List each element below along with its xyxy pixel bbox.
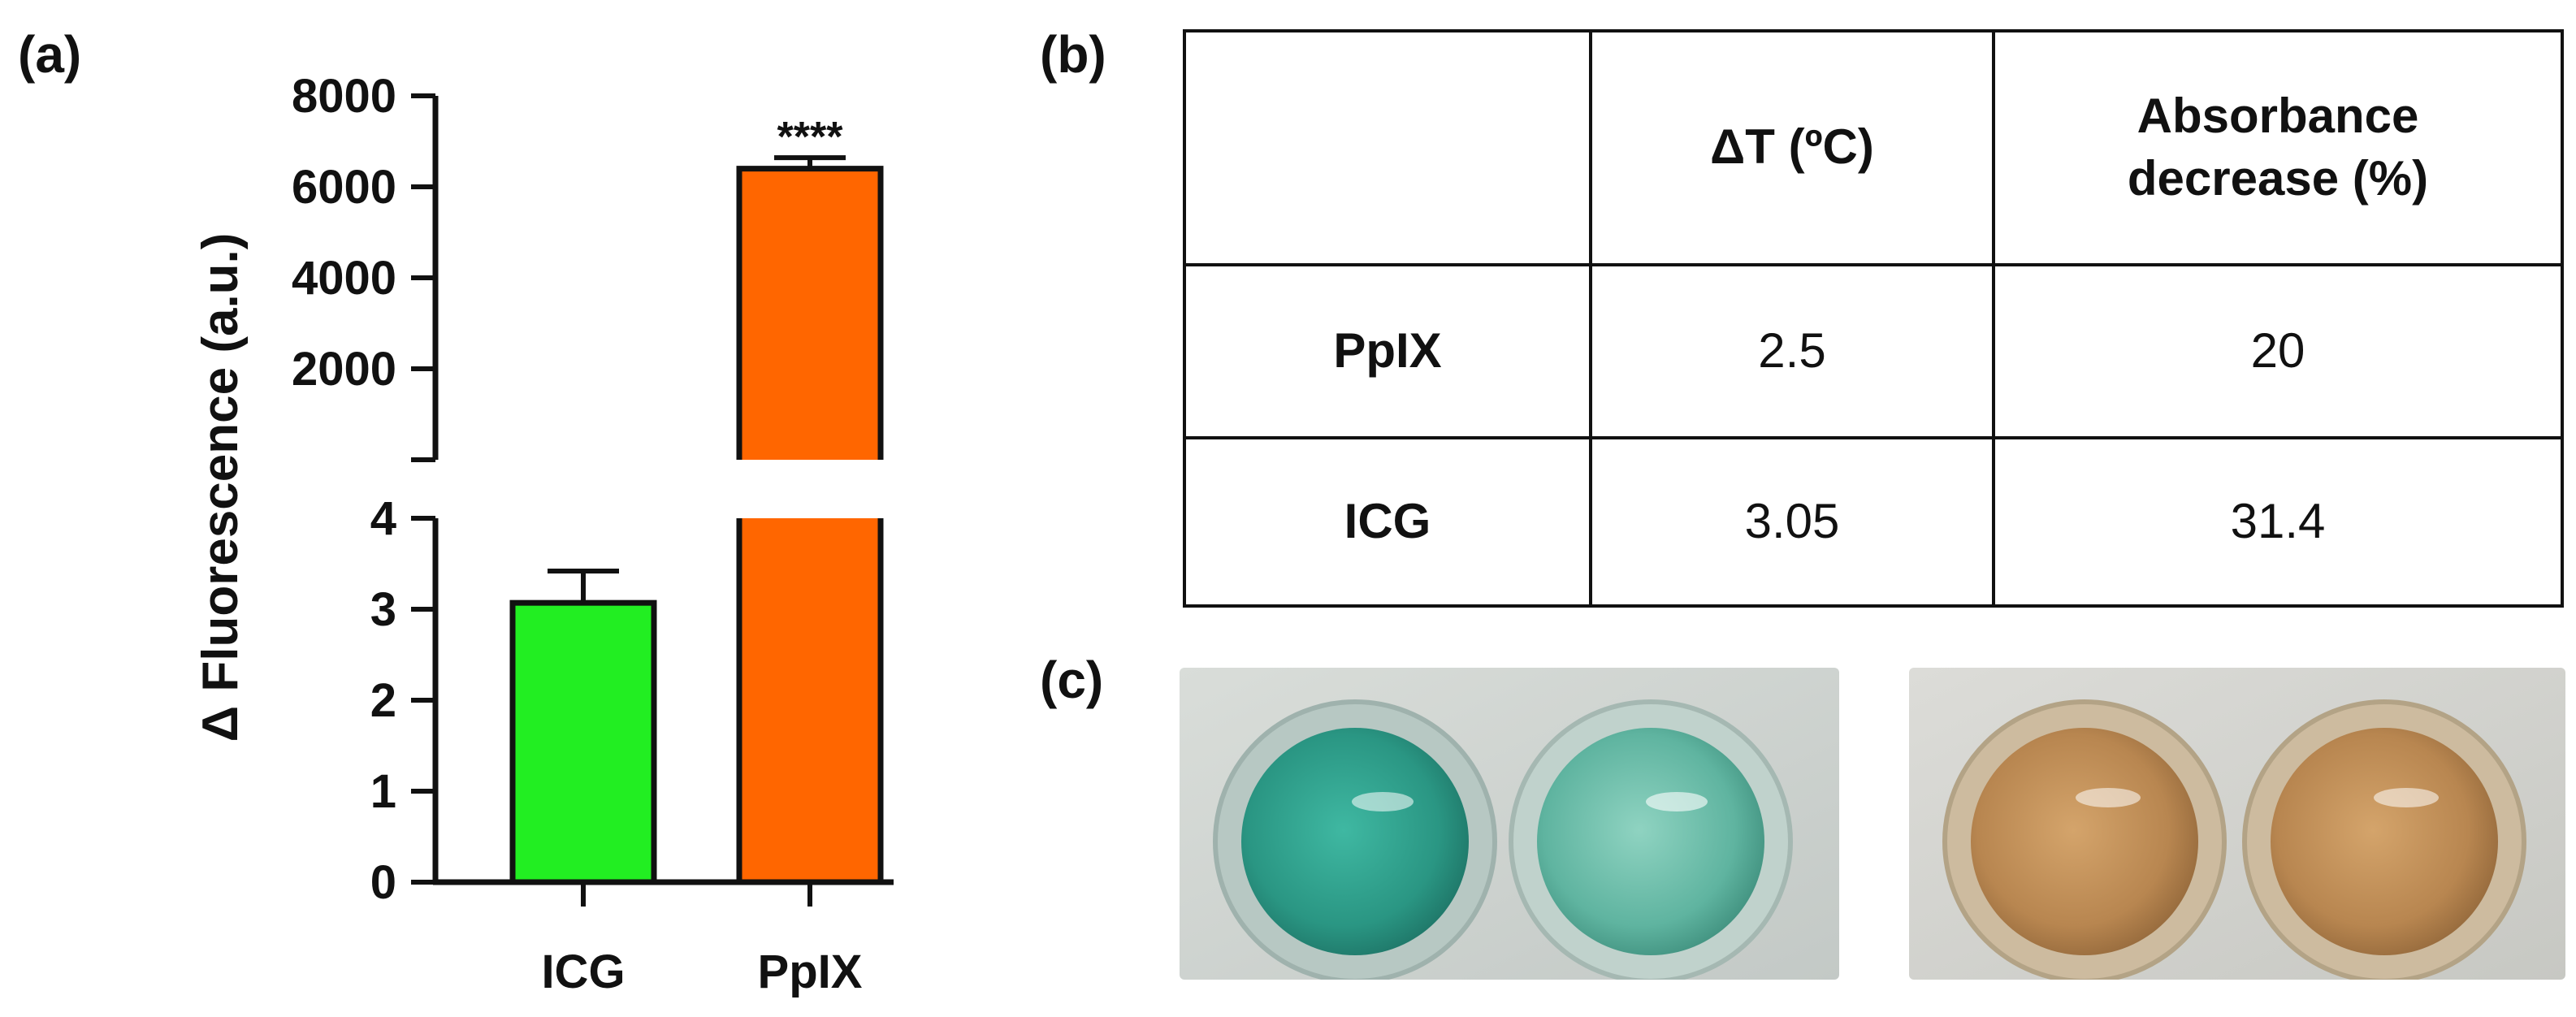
y-tick-label: 4000 [292,252,396,305]
y-tick-label: 4 [370,492,396,545]
table-header-corner [1183,29,1592,266]
table-row: ICG 3.05 31.4 [1183,435,2564,608]
y-tick-label: 1 [370,765,396,818]
x-tick-label: ICG [541,946,625,998]
bar-icg [509,599,657,885]
wells-orange-icon [1909,668,2565,980]
table-cell-absorbance: 31.4 [1992,435,2564,608]
y-tick-label: 8000 [292,70,396,123]
panel-label-c: (c) [1040,651,1104,709]
panel-label-b: (b) [1040,25,1106,84]
y-tick-label: 0 [370,856,396,909]
fluorescence-bar-chart: **** 0 1 2 3 4 2000 4000 6000 8000 ICG PpIX Δ Fluore… [193,70,894,998]
table-cell-delta-t: 3.05 [1589,435,1995,608]
y-tick-label: 2000 [292,343,396,396]
panel-label-a: (a) [18,25,82,84]
table-cell-delta-t: 2.5 [1589,262,1995,439]
table-row-label: ICG [1183,435,1592,608]
y-tick-label: 3 [370,583,396,636]
table-header-row: ΔT (ºC) Absorbance decrease (%) [1183,29,2564,266]
photo-ppix-wells [1909,668,2565,980]
bar-ppix-lower [739,518,881,882]
table-header-delta-t: ΔT (ºC) [1589,29,1995,266]
photo-icg-wells [1180,668,1839,980]
table-header-absorbance-text: Absorbance decrease (%) [2127,89,2429,206]
y-tick-label: 6000 [292,161,396,214]
y-axis-label: Δ Fluorescence (a.u.) [193,233,249,742]
bar-ppix-upper [739,168,881,460]
significance-label: **** [777,114,844,161]
table-row-label: PpIX [1183,262,1592,439]
results-table: ΔT (ºC) Absorbance decrease (%) PpIX 2.5… [1183,29,2564,608]
x-tick-label: PpIX [758,946,863,998]
table-cell-absorbance: 20 [1992,262,2564,439]
results-table-container: ΔT (ºC) Absorbance decrease (%) PpIX 2.5… [1183,29,2564,608]
y-tick-label: 2 [370,674,396,727]
table-row: PpIX 2.5 20 [1183,262,2564,439]
wells-green-icon [1180,668,1839,980]
table-header-absorbance: Absorbance decrease (%) [1992,29,2564,266]
